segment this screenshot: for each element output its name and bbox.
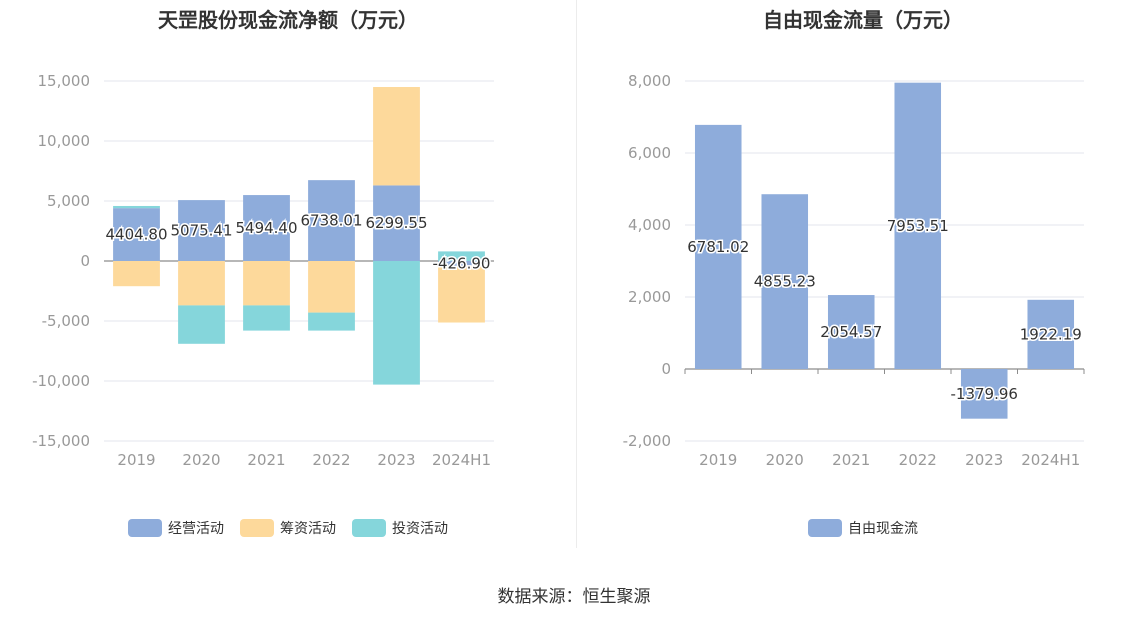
cash-flow-net-plot: 15,000 10,000 5,000 0 -5,000 -10,000 -15,000 20… [32,72,494,469]
x-tick-label: 2020 [766,451,804,469]
bar-筹资活动-2024H1[interactable] [438,266,485,323]
y-tick-label: 5,000 [47,192,90,210]
data-label: 6781.02 [687,238,749,256]
panel-divider [576,0,577,548]
chart-title: 自由现金流量（万元） [763,8,963,32]
cash-flow-net-chart: 天罡股份现金流净额（万元） 15,000 10,000 5,000 0 -5,000 -1… [0,0,576,560]
y-tick-label: -10,000 [32,372,90,390]
bar-经营活动-2020[interactable] [178,200,225,261]
data-label: 5075.41 [170,222,232,240]
x-tick-label: 2021 [832,451,870,469]
y-tick-label: 0 [661,360,671,378]
bar-自由现金流-2023[interactable] [960,369,1008,419]
bar-筹资活动-2022[interactable] [308,261,355,313]
x-tick-label: 2024H1 [432,451,491,469]
data-label: 6299.55 [365,214,427,232]
y-tick-label: 0 [80,252,90,270]
bar-经营活动-2019[interactable] [113,208,160,261]
data-label: -426.90 [433,255,491,273]
bar-投资活动-2021[interactable] [243,305,290,331]
bar-投资活动-2022[interactable] [308,312,355,331]
y-tick-label: 15,000 [38,72,91,90]
data-label: 4855.23 [754,273,816,291]
y-tick-label: 10,000 [38,132,91,150]
free-cash-flow-chart: 自由现金流量（万元） 8,000 6,000 4,000 2,000 0 -2,000 20… [578,0,1148,560]
legend-swatch [128,519,162,537]
bar-经营活动-2023[interactable] [373,185,420,261]
legend-label: 投资活动 [392,521,448,537]
data-label: 6738.01 [300,212,362,230]
bar-自由现金流-2019[interactable] [694,124,742,370]
bar-自由现金流-2020[interactable] [761,194,809,369]
bar-经营活动-2021[interactable] [243,195,290,261]
x-tick-label: 2022 [312,451,350,469]
data-source: 数据来源：恒生聚源 [497,587,651,607]
data-label: 1922.19 [1020,325,1082,343]
bar-投资活动-2019[interactable] [113,205,160,209]
x-tick-label: 2024H1 [1021,451,1080,469]
y-tick-label: -2,000 [623,432,671,450]
bar-筹资活动-2021[interactable] [243,261,290,306]
y-tick-label: -15,000 [32,432,90,450]
y-tick-label: -5,000 [42,312,90,330]
x-tick-label: 2022 [899,451,937,469]
legend-item[interactable]: 经营活动 [128,518,224,538]
bar-投资活动-2024H1[interactable] [438,251,485,261]
legend-swatch [352,519,386,537]
bar-筹资活动-2019[interactable] [113,261,160,287]
legend-swatch [808,519,842,537]
data-label: 7953.51 [887,217,949,235]
legend-item[interactable]: 筹资活动 [240,518,336,538]
bar-自由现金流-2022[interactable] [894,82,942,369]
legend: 自由现金流 [578,518,1148,538]
bar-经营活动-2024H1[interactable] [438,261,485,267]
free-cash-flow-plot: 8,000 6,000 4,000 2,000 0 -2,000 2019 2020 2021 2… [623,72,1085,469]
legend-item[interactable]: 自由现金流 [808,518,918,538]
y-tick-label: 8,000 [628,72,671,90]
bar-筹资活动-2020[interactable] [178,261,225,306]
data-label: 5494.40 [235,219,297,237]
x-tick-label: 2019 [699,451,737,469]
legend-label: 自由现金流 [848,521,918,537]
x-tick-label: 2021 [247,451,285,469]
legend-label: 筹资活动 [280,521,336,537]
legend-label: 经营活动 [168,521,224,537]
data-label: 4404.80 [105,226,167,244]
y-tick-label: 6,000 [628,144,671,162]
y-tick-label: 2,000 [628,288,671,306]
x-tick-label: 2020 [182,451,220,469]
bar-筹资活动-2023[interactable] [373,87,420,186]
bar-经营活动-2022[interactable] [308,180,355,261]
x-tick-label: 2023 [377,451,415,469]
data-label: 2054.57 [820,323,882,341]
data-label: -1379.96 [951,385,1018,403]
bar-自由现金流-2021[interactable] [827,295,875,369]
legend: 经营活动 筹资活动 投资活动 [0,518,576,538]
y-tick-label: 4,000 [628,216,671,234]
x-tick-label: 2019 [117,451,155,469]
chart-title: 天罡股份现金流净额（万元） [158,8,418,32]
bar-投资活动-2023[interactable] [373,261,420,385]
legend-swatch [240,519,274,537]
bar-投资活动-2020[interactable] [178,305,225,344]
x-tick-label: 2023 [965,451,1003,469]
legend-item[interactable]: 投资活动 [352,518,448,538]
bar-自由现金流-2024H1[interactable] [1027,299,1075,369]
